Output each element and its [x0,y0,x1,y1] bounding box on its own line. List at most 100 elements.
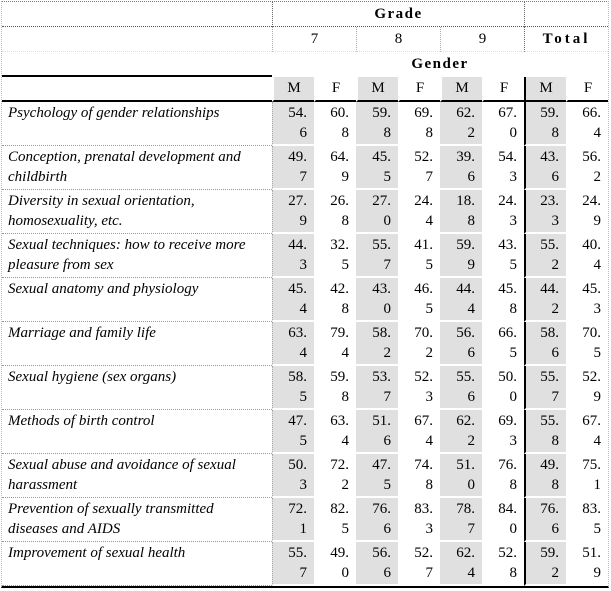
empty-cell [2,77,272,102]
value-cell: 69. 3 [482,410,524,454]
value-cell: 54. 3 [482,146,524,190]
value-cell: 45. 4 [272,278,314,322]
value-cell: 43. 6 [524,146,566,190]
topic-cell: Improvement of sexual health [2,542,272,586]
value-cell: 44. 4 [440,278,482,322]
value-cell: 47. 5 [272,410,314,454]
value-cell: 70. 5 [566,322,608,366]
value-cell: 52. 9 [566,366,608,410]
topic-cell: Prevention of sexually transmitted disea… [2,498,272,542]
empty-cell [2,27,272,52]
value-cell: 54. 6 [272,102,314,146]
value-cell: 60. 8 [314,102,356,146]
value-cell: 63. 4 [314,410,356,454]
value-cell: 76. 8 [482,454,524,498]
value-cell: 58. 5 [272,366,314,410]
header-row-gender: Gender [2,52,608,77]
col-header-total-m: M [524,77,566,102]
value-cell: 64. 9 [314,146,356,190]
value-cell: 40. 4 [566,234,608,278]
grade-9-header: 9 [440,27,524,52]
value-cell: 26. 8 [314,190,356,234]
value-cell: 51. 0 [440,454,482,498]
topic-cell: Conception, prenatal development and chi… [2,146,272,190]
col-header-f: F [398,77,440,102]
table-row: Prevention of sexually transmitted disea… [2,498,608,542]
value-cell: 59. 8 [356,102,398,146]
value-cell: 46. 5 [398,278,440,322]
value-cell: 52. 8 [482,542,524,586]
value-cell: 76. 6 [524,498,566,542]
col-header-f: F [482,77,524,102]
value-cell: 55. 8 [524,410,566,454]
value-cell: 23. 3 [524,190,566,234]
value-cell: 62. 2 [440,410,482,454]
value-cell: 74. 8 [398,454,440,498]
value-cell: 47. 5 [356,454,398,498]
value-cell: 63. 4 [272,322,314,366]
value-cell: 75. 1 [566,454,608,498]
value-cell: 58. 6 [524,322,566,366]
value-cell: 45. 8 [482,278,524,322]
header-row-grade-values: 7 8 9 Total [2,27,608,52]
table-row: Diversity in sexual orientation, homosex… [2,190,608,234]
value-cell: 83. 3 [398,498,440,542]
value-cell: 42. 8 [314,278,356,322]
value-cell: 55. 7 [272,542,314,586]
topic-cell: Psychology of gender relationships [2,102,272,146]
value-cell: 52. 7 [398,146,440,190]
value-cell: 32. 5 [314,234,356,278]
value-cell: 58. 2 [356,322,398,366]
value-cell: 53. 7 [356,366,398,410]
value-cell: 62. 2 [440,102,482,146]
value-cell: 55. 6 [440,366,482,410]
grade-8-header: 8 [356,27,440,52]
header-row-mf: M F M F M F M F [2,77,608,102]
value-cell: 56. 6 [356,542,398,586]
col-header-f: F [314,77,356,102]
topic-cell: Sexual hygiene (sex organs) [2,366,272,410]
total-header: Total [524,27,608,52]
value-cell: 56. 2 [566,146,608,190]
value-cell: 59. 2 [524,542,566,586]
table-row: Sexual techniques: how to receive more p… [2,234,608,278]
value-cell: 55. 7 [356,234,398,278]
value-cell: 52. 3 [398,366,440,410]
table-row: Methods of birth control 47. 5 63. 4 51. 6 67. 4… [2,410,608,454]
value-cell: 50. 0 [482,366,524,410]
value-cell: 45. 5 [356,146,398,190]
value-cell: 41. 5 [398,234,440,278]
table-row: Sexual hygiene (sex organs) 58. 5 59. 8 53. 7 5… [2,366,608,410]
value-cell: 69. 8 [398,102,440,146]
topic-cell: Methods of birth control [2,410,272,454]
value-cell: 66. 4 [566,102,608,146]
value-cell: 43. 5 [482,234,524,278]
value-cell: 55. 2 [524,234,566,278]
value-cell: 67. 0 [482,102,524,146]
table-row: Psychology of gender relationships 54. 6 60… [2,102,608,146]
value-cell: 59. 8 [314,366,356,410]
value-cell: 51. 6 [356,410,398,454]
value-cell: 70. 2 [398,322,440,366]
value-cell: 27. 9 [272,190,314,234]
col-header-m: M [272,77,314,102]
value-cell: 43. 0 [356,278,398,322]
topic-cell: Diversity in sexual orientation, homosex… [2,190,272,234]
value-cell: 82. 5 [314,498,356,542]
table-row: Improvement of sexual health 55. 7 49. 0 56. 6… [2,542,608,586]
table-row: Marriage and family life 63. 4 79. 4 58. 2 70. 2… [2,322,608,366]
col-header-m: M [356,77,398,102]
value-cell: 59. 8 [524,102,566,146]
value-cell: 24. 3 [482,190,524,234]
empty-topic-header-cell [2,52,272,77]
topic-cell: Marriage and family life [2,322,272,366]
value-cell: 49. 8 [524,454,566,498]
value-cell: 44. 3 [272,234,314,278]
value-cell: 67. 4 [566,410,608,454]
value-cell: 84. 0 [482,498,524,542]
value-cell: 44. 2 [524,278,566,322]
value-cell: 79. 4 [314,322,356,366]
